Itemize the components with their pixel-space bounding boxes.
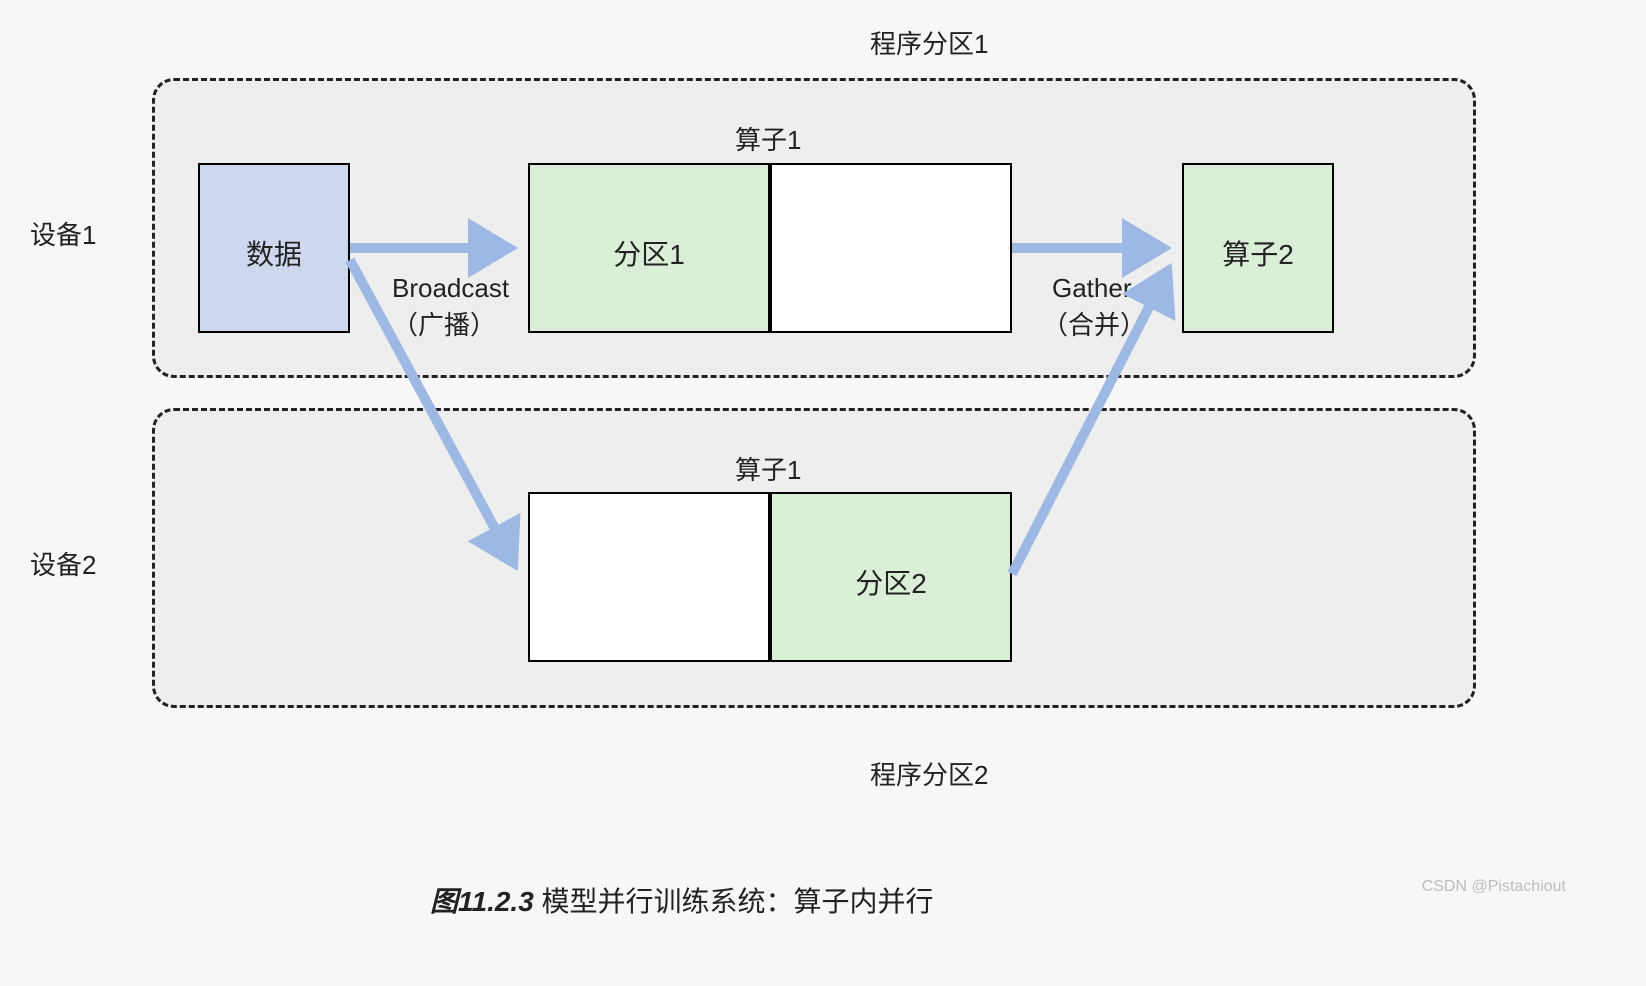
operator1-top-partition2 (770, 163, 1012, 333)
figure-caption: 图11.2.3 模型并行训练系统：算子内并行 (430, 880, 934, 920)
gather-label-2: （合并） (1042, 305, 1146, 342)
device-1-label: 设备1 (30, 215, 96, 252)
program-region-1-label: 程序分区1 (870, 24, 988, 61)
figure-caption-text: 模型并行训练系统：算子内并行 (534, 886, 934, 917)
gather-label-1: Gather (1052, 273, 1132, 304)
operator1-top-partition1: 分区1 (528, 163, 770, 333)
diagram-canvas: { "diagram": { "type": "flowchart", "can… (0, 0, 1646, 986)
figure-caption-prefix: 图11.2.3 (430, 886, 534, 917)
operator1-bottom-partition2: 分区2 (770, 492, 1012, 662)
operator1-top-title: 算子1 (735, 120, 801, 157)
operator1-top-partition1-label: 分区1 (530, 233, 768, 273)
device-2-label: 设备2 (30, 545, 96, 582)
operator1-bottom-title: 算子1 (735, 450, 801, 487)
operator1-bottom-partition2-label: 分区2 (772, 562, 1010, 602)
data-node-label: 数据 (200, 233, 348, 273)
operator2-node-label: 算子2 (1184, 233, 1332, 273)
program-region-2-label: 程序分区2 (870, 755, 988, 792)
operator1-bottom-partition1 (528, 492, 770, 662)
broadcast-label-2: （广播） (392, 305, 496, 342)
broadcast-label-1: Broadcast (392, 273, 509, 304)
csdn-watermark: CSDN @Pistachiout (1422, 878, 1566, 896)
data-node: 数据 (198, 163, 350, 333)
operator2-node: 算子2 (1182, 163, 1334, 333)
